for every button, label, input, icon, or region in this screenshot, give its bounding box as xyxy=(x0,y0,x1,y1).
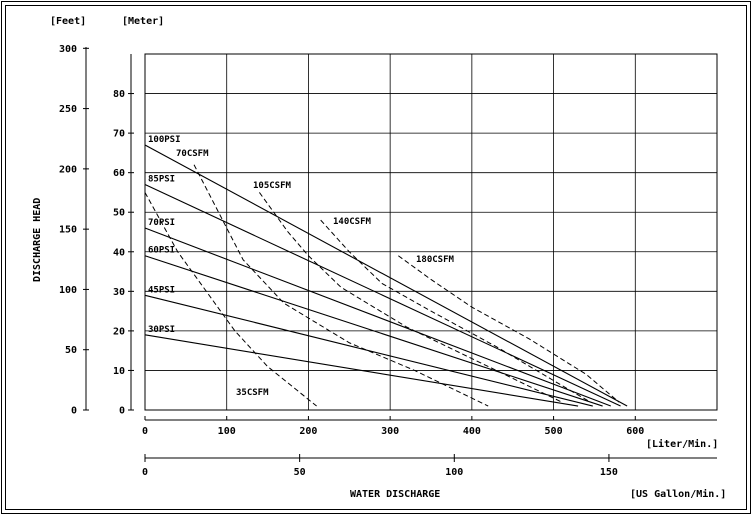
meter-tick-label: 30 xyxy=(113,287,125,298)
inner-border xyxy=(5,5,747,510)
pressure-line xyxy=(144,334,579,407)
air-line xyxy=(398,255,620,403)
feet-tick-label: 200 xyxy=(59,164,77,175)
feet-tick-label: 100 xyxy=(59,285,77,296)
pressure-label: 85PSI xyxy=(148,175,175,185)
y-unit-right: [Meter] xyxy=(122,16,164,27)
liter-tick-label: 200 xyxy=(299,426,317,437)
meter-tick-label: 80 xyxy=(113,89,125,100)
pressure-label: 45PSI xyxy=(148,285,175,295)
y-axis-title: DISCHARGE HEAD xyxy=(32,198,43,282)
air-label: 35CSFM xyxy=(236,388,269,398)
feet-tick-label: 150 xyxy=(59,225,77,236)
air-label: 180CSFM xyxy=(416,255,455,265)
meter-tick-label: 50 xyxy=(113,208,125,219)
air-label: 140CSFM xyxy=(333,217,372,227)
feet-tick-label: 300 xyxy=(59,44,77,55)
feet-tick-label: 0 xyxy=(71,406,77,417)
air-label: 105CSFM xyxy=(253,181,292,191)
air-line xyxy=(193,164,489,407)
liter-tick-label: 600 xyxy=(626,426,644,437)
pressure-line xyxy=(144,184,621,407)
meter-tick-label: 0 xyxy=(119,406,125,417)
label-layer: 100PSI 85PSI 70PSI 60PSI 45PSI 30PSI 35CSFM 70C… xyxy=(148,135,455,398)
series-layer xyxy=(144,144,628,407)
liter-tick-label: 0 xyxy=(142,426,148,437)
pressure-label: 60PSI xyxy=(148,246,175,256)
feet-tick-label: 50 xyxy=(65,345,77,356)
x-unit-primary: [Liter/Min.] xyxy=(646,438,718,450)
pressure-line xyxy=(144,144,628,407)
gallon-tick-label: 150 xyxy=(600,467,618,478)
meter-tick-label: 70 xyxy=(113,129,125,140)
gallon-tick-label: 50 xyxy=(294,467,306,478)
grid-layer xyxy=(144,53,718,411)
axis-layer: 0 10 20 30 40 50 60 70 80 0 50 100 150 200 250 300 0 100 2… xyxy=(59,44,717,478)
pressure-label: 70PSI xyxy=(148,218,175,228)
liter-tick-label: 400 xyxy=(463,426,481,437)
gallon-tick-label: 100 xyxy=(445,467,463,478)
meter-tick-label: 20 xyxy=(113,326,125,337)
x-axis-title: WATER DISCHARGE xyxy=(350,489,440,500)
x-unit-secondary: [US Gallon/Min.] xyxy=(630,488,726,500)
meter-tick-label: 10 xyxy=(113,366,125,377)
air-line xyxy=(320,219,591,403)
liter-tick-label: 500 xyxy=(545,426,563,437)
pressure-label: 30PSI xyxy=(148,325,175,335)
liter-tick-label: 100 xyxy=(218,426,236,437)
meter-tick-label: 60 xyxy=(113,168,125,179)
pressure-line xyxy=(144,255,603,407)
plot-frame xyxy=(144,53,718,411)
pressure-label: 100PSI xyxy=(148,135,181,145)
liter-tick-label: 300 xyxy=(381,426,399,437)
air-line xyxy=(258,192,562,403)
feet-tick-label: 250 xyxy=(59,104,77,115)
air-label: 70CSFM xyxy=(176,149,209,159)
meter-tick-label: 40 xyxy=(113,247,125,258)
gallon-tick-label: 0 xyxy=(142,467,148,478)
y-unit-left: [Feet] xyxy=(50,16,86,27)
air-line xyxy=(144,192,317,407)
pressure-line xyxy=(144,227,611,407)
